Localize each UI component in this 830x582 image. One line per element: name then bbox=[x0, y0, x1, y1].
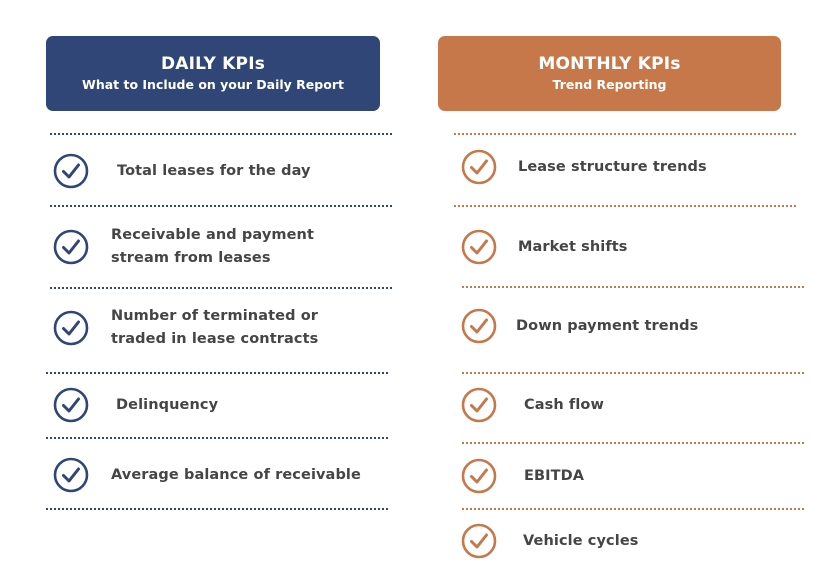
check-circle-icon bbox=[460, 307, 498, 345]
divider bbox=[50, 287, 392, 289]
monthly-item-lease-structure: Lease structure trends bbox=[460, 148, 800, 186]
item-label: Down payment trends bbox=[516, 317, 699, 334]
daily-item-average-balance: Average balance of receivable bbox=[52, 456, 382, 494]
item-label: Total leases for the day bbox=[117, 162, 311, 179]
monthly-item-vehicle-cycles: Vehicle cycles bbox=[460, 522, 800, 560]
item-label: EBITDA bbox=[524, 467, 585, 484]
check-circle-icon bbox=[460, 386, 498, 424]
daily-item-terminated-contracts: Number of terminated or traded in lease … bbox=[52, 305, 382, 351]
divider bbox=[462, 286, 804, 288]
item-label: Cash flow bbox=[524, 396, 604, 413]
daily-kpis-header: DAILY KPIs What to Include on your Daily… bbox=[46, 36, 380, 111]
check-circle-icon bbox=[52, 386, 90, 424]
divider bbox=[462, 508, 804, 510]
item-label: Average balance of receivable bbox=[111, 466, 361, 483]
item-label: Market shifts bbox=[518, 238, 628, 255]
monthly-kpis-title: MONTHLY KPIs bbox=[538, 54, 681, 74]
monthly-kpis-header: MONTHLY KPIs Trend Reporting bbox=[438, 36, 781, 111]
divider bbox=[50, 133, 392, 135]
daily-item-total-leases: Total leases for the day bbox=[52, 152, 382, 190]
divider bbox=[46, 372, 388, 374]
monthly-item-cash-flow: Cash flow bbox=[460, 386, 800, 424]
divider bbox=[50, 205, 392, 207]
check-circle-icon bbox=[460, 522, 498, 560]
check-circle-icon bbox=[52, 309, 90, 347]
item-label: Vehicle cycles bbox=[523, 532, 639, 549]
check-circle-icon bbox=[52, 228, 90, 266]
item-label: Lease structure trends bbox=[518, 158, 707, 175]
divider bbox=[462, 372, 804, 374]
check-circle-icon bbox=[460, 228, 498, 266]
monthly-item-market-shifts: Market shifts bbox=[460, 228, 800, 266]
item-label: Number of terminated or traded in lease … bbox=[111, 308, 319, 347]
daily-item-receivable-payment: Receivable and payment stream from lease… bbox=[52, 224, 382, 270]
monthly-kpis-subtitle: Trend Reporting bbox=[552, 77, 667, 92]
check-circle-icon bbox=[52, 456, 90, 494]
divider bbox=[454, 133, 796, 135]
divider bbox=[46, 508, 388, 510]
check-circle-icon bbox=[460, 148, 498, 186]
divider bbox=[46, 437, 388, 439]
monthly-item-down-payment: Down payment trends bbox=[460, 307, 800, 345]
monthly-item-ebitda: EBITDA bbox=[460, 457, 800, 495]
divider bbox=[462, 442, 804, 444]
divider bbox=[454, 205, 796, 207]
daily-item-delinquency: Delinquency bbox=[52, 386, 382, 424]
daily-kpis-subtitle: What to Include on your Daily Report bbox=[82, 77, 344, 92]
check-circle-icon bbox=[460, 457, 498, 495]
daily-kpis-title: DAILY KPIs bbox=[160, 54, 266, 74]
check-circle-icon bbox=[52, 152, 90, 190]
item-label: Delinquency bbox=[116, 396, 219, 413]
item-label: Receivable and payment stream from lease… bbox=[111, 227, 314, 266]
